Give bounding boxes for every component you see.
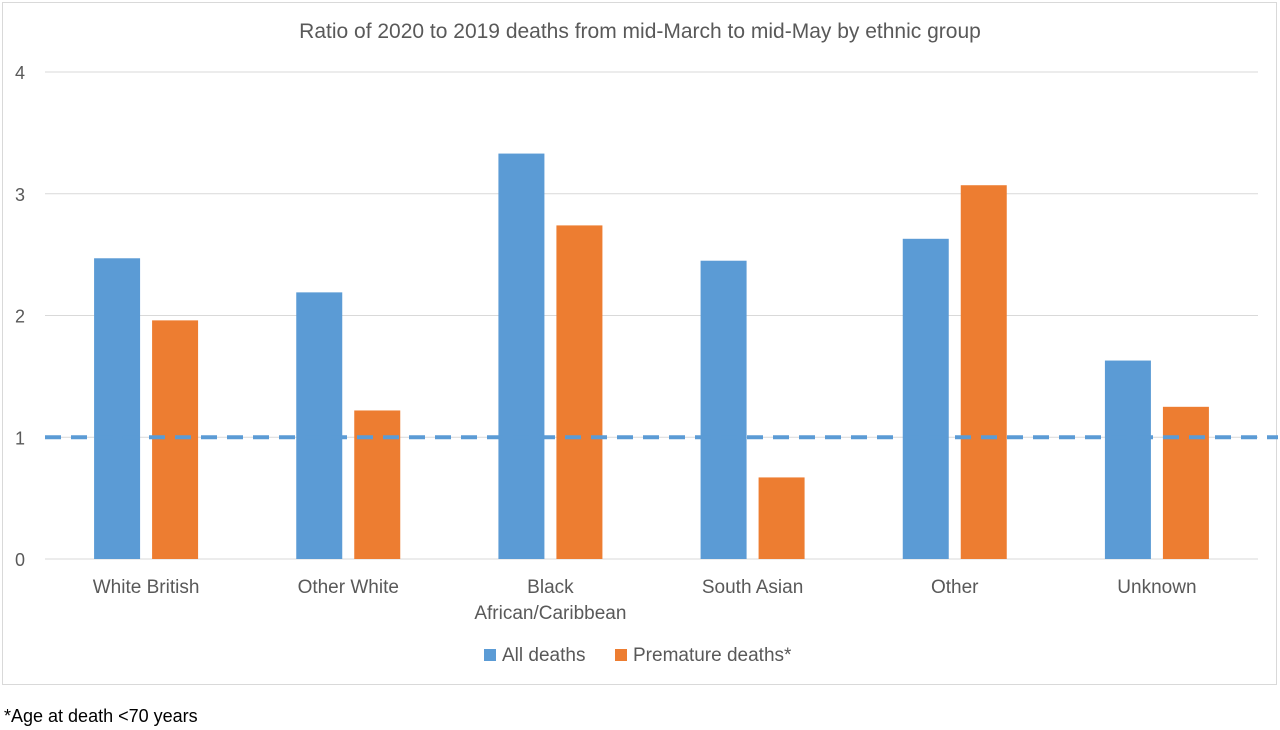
x-tick-label: White British (93, 577, 200, 598)
chart-title: Ratio of 2020 to 2019 deaths from mid-Ma… (299, 20, 981, 43)
bar-all-deaths (498, 153, 545, 559)
legend-swatch (484, 649, 496, 661)
y-axis-ticks: 0 1 2 3 4 (15, 63, 25, 570)
x-axis-ticks: White British Other White Black African/Car… (93, 577, 1197, 624)
footnote: *Age at death <70 years (4, 706, 198, 726)
bars (94, 153, 1209, 560)
bar-all-deaths (296, 292, 343, 559)
bar-all-deaths (94, 258, 141, 559)
x-tick-label: Black (527, 577, 574, 598)
legend-label: Premature deaths* (633, 645, 792, 666)
y-tick-label: 2 (15, 307, 25, 327)
x-tick-label: African/Caribbean (474, 603, 626, 624)
bar-premature-deaths (758, 477, 805, 559)
x-tick-label: South Asian (702, 577, 803, 598)
bar-all-deaths (1104, 360, 1151, 559)
bar-premature-deaths (152, 320, 199, 559)
gridlines (45, 71, 1258, 560)
bar-all-deaths (902, 238, 949, 560)
bar-all-deaths (700, 260, 747, 559)
x-tick-label: Other White (298, 577, 399, 598)
bar-premature-deaths (1162, 406, 1209, 559)
legend-label: All deaths (502, 645, 585, 666)
y-tick-label: 4 (15, 63, 25, 83)
y-tick-label: 1 (15, 428, 25, 448)
x-tick-label: Other (931, 577, 979, 598)
y-tick-label: 3 (15, 185, 25, 205)
bar-premature-deaths (960, 185, 1007, 560)
bar-premature-deaths (556, 225, 603, 559)
bar-premature-deaths (354, 410, 401, 559)
y-tick-label: 0 (15, 550, 25, 570)
x-tick-label: Unknown (1117, 577, 1196, 598)
legend-swatch (615, 649, 627, 661)
legend: All deaths Premature deaths* (484, 645, 792, 666)
chart-frame (2, 2, 1277, 685)
bar-chart: Ratio of 2020 to 2019 deaths from mid-Ma… (15, 20, 1278, 666)
